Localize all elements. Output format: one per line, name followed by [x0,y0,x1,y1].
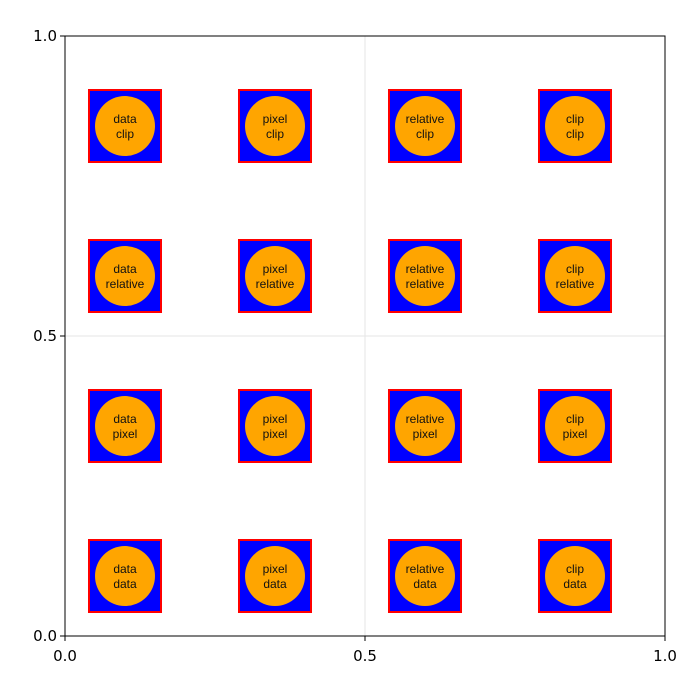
cell-label-bottom: data [413,577,437,591]
ticks-layer: 0.0 0.5 1.0 0.0 0.5 1.0 [33,27,677,665]
cell-label-top: clip [566,112,584,126]
grid-layer [65,36,665,636]
y-tick-label: 1.0 [33,27,57,45]
circle-marker [545,96,605,156]
circle-marker [395,246,455,306]
cell-label-top: relative [406,112,445,126]
circle-marker [545,396,605,456]
circle-marker [95,96,155,156]
circle-marker [395,96,455,156]
cell-label-top: relative [406,262,445,276]
circle-marker [245,246,305,306]
cell-label-top: pixel [263,562,288,576]
circle-marker [395,546,455,606]
circle-marker [95,396,155,456]
circle-marker [545,546,605,606]
cell-label-bottom: pixel [113,427,138,441]
x-tick-label: 1.0 [653,647,677,665]
cell-label-top: pixel [263,112,288,126]
cell-label-bottom: relative [106,277,145,291]
cell-label-top: relative [406,562,445,576]
circle-marker [245,96,305,156]
cell-label-bottom: clip [116,127,134,141]
circle-marker [245,546,305,606]
cell-label-bottom: relative [256,277,295,291]
y-tick-label: 0.5 [33,327,57,345]
cell-label-bottom: pixel [263,427,288,441]
circle-marker [95,246,155,306]
cell-label-top: pixel [263,412,288,426]
x-tick-label: 0.0 [53,647,77,665]
circle-marker [245,396,305,456]
cell-label-top: pixel [263,262,288,276]
cell-label-bottom: pixel [563,427,588,441]
cell-label-bottom: data [113,577,137,591]
cell-label-bottom: clip [266,127,284,141]
circle-marker [95,546,155,606]
x-tick-label: 0.5 [353,647,377,665]
cell-label-bottom: clip [566,127,584,141]
cell-label-bottom: pixel [413,427,438,441]
cell-label-top: clip [566,262,584,276]
cell-label-bottom: clip [416,127,434,141]
cell-label-top: data [113,262,137,276]
cell-label-top: data [113,112,137,126]
cell-label-bottom: relative [406,277,445,291]
marks-layer: dataclippixelcliprelativeclipclipclipdat… [88,89,612,613]
cell-label-top: clip [566,412,584,426]
cell-label-top: clip [566,562,584,576]
y-tick-label: 0.0 [33,627,57,645]
circle-marker [395,396,455,456]
circle-marker [545,246,605,306]
cell-label-bottom: data [563,577,587,591]
cell-label-top: relative [406,412,445,426]
cell-label-bottom: data [263,577,287,591]
cell-label-top: data [113,562,137,576]
cell-label-bottom: relative [556,277,595,291]
cell-label-top: data [113,412,137,426]
